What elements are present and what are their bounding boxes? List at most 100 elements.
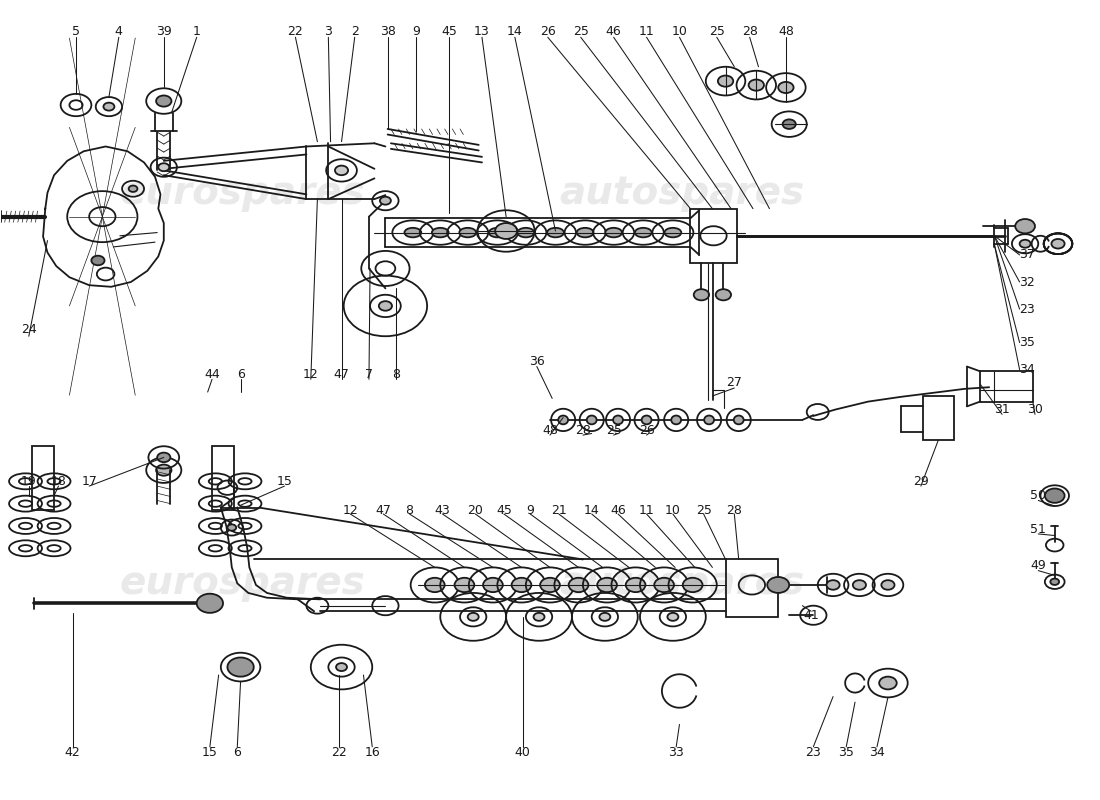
Text: 46: 46	[606, 25, 621, 38]
Ellipse shape	[605, 228, 621, 238]
Text: 28: 28	[575, 424, 591, 437]
Text: 15: 15	[276, 475, 293, 488]
Text: 24: 24	[21, 323, 36, 336]
Text: 3: 3	[324, 25, 332, 38]
Text: 44: 44	[205, 368, 220, 381]
Text: autospares: autospares	[559, 564, 804, 602]
Text: 13: 13	[474, 25, 490, 38]
Text: 32: 32	[1020, 275, 1035, 289]
Circle shape	[668, 613, 679, 621]
Ellipse shape	[547, 228, 564, 238]
Text: 39: 39	[156, 25, 172, 38]
Circle shape	[425, 578, 444, 592]
Text: 28: 28	[726, 503, 742, 517]
Text: 5: 5	[72, 25, 80, 38]
Circle shape	[156, 95, 172, 106]
Text: eurospares: eurospares	[120, 174, 365, 212]
Text: 27: 27	[726, 376, 742, 389]
Text: 6: 6	[236, 368, 244, 381]
Circle shape	[1050, 578, 1059, 585]
Text: 15: 15	[202, 746, 218, 759]
Text: 9: 9	[526, 503, 535, 517]
Circle shape	[718, 75, 734, 86]
Ellipse shape	[586, 415, 596, 424]
Text: 25: 25	[695, 503, 712, 517]
Circle shape	[540, 578, 560, 592]
Circle shape	[495, 223, 517, 239]
Circle shape	[879, 677, 896, 690]
Bar	[32, 446, 54, 510]
Circle shape	[512, 578, 531, 592]
Text: 4: 4	[114, 25, 123, 38]
Text: 25: 25	[573, 25, 588, 38]
Text: 25: 25	[606, 424, 621, 437]
Text: 12: 12	[342, 503, 359, 517]
Text: 18: 18	[51, 475, 66, 488]
Text: 19: 19	[21, 475, 36, 488]
Text: 8: 8	[393, 368, 400, 381]
Circle shape	[694, 289, 710, 300]
Text: 37: 37	[1020, 249, 1035, 262]
Text: 47: 47	[375, 503, 392, 517]
Ellipse shape	[641, 415, 651, 424]
Circle shape	[468, 613, 478, 621]
Text: 21: 21	[551, 503, 566, 517]
Circle shape	[569, 578, 589, 592]
Bar	[691, 209, 737, 263]
Circle shape	[778, 82, 793, 93]
Circle shape	[228, 524, 236, 530]
Circle shape	[378, 301, 392, 310]
Text: 10: 10	[666, 503, 681, 517]
Circle shape	[597, 578, 617, 592]
Circle shape	[157, 453, 170, 462]
Text: 35: 35	[838, 746, 855, 759]
Circle shape	[91, 256, 104, 266]
Circle shape	[768, 577, 789, 593]
Circle shape	[379, 197, 390, 205]
Circle shape	[156, 465, 172, 476]
Ellipse shape	[432, 228, 449, 238]
Text: 26: 26	[639, 424, 654, 437]
Bar	[212, 446, 234, 510]
Text: 46: 46	[610, 503, 626, 517]
Circle shape	[334, 166, 348, 175]
Circle shape	[454, 578, 474, 592]
Text: 12: 12	[302, 368, 319, 381]
Text: 20: 20	[468, 503, 483, 517]
Circle shape	[782, 119, 795, 129]
Text: 31: 31	[994, 403, 1010, 416]
Circle shape	[600, 613, 610, 621]
Ellipse shape	[635, 228, 651, 238]
Text: 43: 43	[434, 503, 450, 517]
Text: 45: 45	[496, 503, 512, 517]
Text: 34: 34	[869, 746, 884, 759]
Text: 25: 25	[708, 25, 725, 38]
Text: eurospares: eurospares	[120, 564, 365, 602]
Ellipse shape	[517, 228, 535, 238]
Text: 14: 14	[507, 25, 522, 38]
Text: 45: 45	[441, 25, 456, 38]
Text: 14: 14	[584, 503, 600, 517]
Circle shape	[749, 79, 764, 90]
Text: autospares: autospares	[559, 174, 804, 212]
Bar	[980, 371, 1033, 402]
Circle shape	[1052, 239, 1065, 249]
Text: 16: 16	[364, 746, 381, 759]
Text: 26: 26	[540, 25, 556, 38]
Text: 28: 28	[741, 25, 758, 38]
Ellipse shape	[488, 228, 506, 238]
Text: 48: 48	[542, 424, 558, 437]
Text: 42: 42	[65, 746, 80, 759]
Text: 10: 10	[671, 25, 688, 38]
Ellipse shape	[664, 228, 681, 238]
Ellipse shape	[671, 415, 681, 424]
Ellipse shape	[734, 415, 744, 424]
Bar	[726, 559, 778, 617]
Text: 36: 36	[529, 355, 544, 368]
Text: 29: 29	[913, 475, 928, 488]
Text: 51: 51	[1031, 522, 1046, 536]
Circle shape	[881, 580, 894, 590]
Ellipse shape	[613, 415, 623, 424]
Circle shape	[1020, 240, 1031, 248]
Text: 1: 1	[192, 25, 200, 38]
